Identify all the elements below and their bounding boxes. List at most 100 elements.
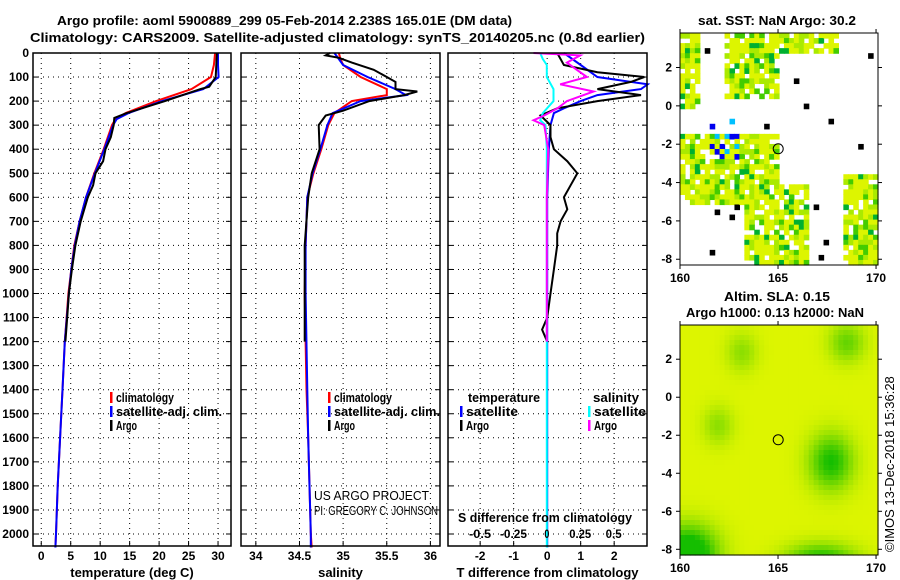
map-cell	[823, 43, 830, 49]
map-cell	[793, 505, 800, 511]
map-cell	[759, 405, 765, 411]
map-cell	[769, 355, 775, 361]
map-cell	[779, 244, 785, 251]
map-cell	[843, 335, 849, 341]
map-cell	[764, 520, 770, 526]
x-tick-label: 34	[249, 549, 263, 563]
y-tick-label: 1600	[2, 431, 29, 445]
map-cell	[818, 38, 825, 44]
map-cell	[788, 219, 795, 226]
map-cell	[828, 370, 835, 376]
map-cell	[774, 525, 780, 531]
map-cell	[853, 400, 859, 406]
map-cell	[719, 370, 726, 376]
map-cell	[873, 515, 879, 521]
title-line-2: Climatology: CARS2009. Satellite-adjuste…	[30, 30, 645, 45]
map-cell	[863, 430, 869, 436]
map-cell	[779, 375, 785, 381]
map-cell	[709, 174, 716, 180]
map-cell	[699, 415, 706, 421]
map-cell	[808, 545, 815, 551]
map-cell	[798, 535, 805, 541]
map-cell	[863, 510, 869, 516]
map-cell	[848, 219, 854, 226]
map-cell	[863, 325, 869, 331]
map-cell	[793, 355, 800, 361]
map-cell	[719, 345, 726, 351]
map-cell	[774, 475, 780, 481]
map-cell	[724, 385, 731, 391]
map-cell	[843, 540, 849, 546]
map-cell	[783, 430, 790, 436]
map-cell	[823, 375, 830, 381]
map-cell	[709, 164, 716, 170]
map-cell	[873, 480, 879, 486]
map-cell	[769, 249, 775, 256]
map-cell	[704, 435, 711, 441]
map-cell	[774, 540, 780, 546]
map-cell	[754, 400, 760, 406]
map-cell	[694, 154, 701, 160]
map-cell	[724, 430, 731, 436]
map-cell	[843, 239, 849, 246]
map-cell	[704, 505, 711, 511]
map-cell	[808, 470, 815, 476]
map-frame	[679, 32, 879, 266]
map-cell	[873, 325, 879, 331]
map-cell	[689, 400, 696, 406]
map-cell	[759, 505, 765, 511]
map-cell	[759, 259, 765, 266]
map-cell	[798, 540, 805, 546]
map-cell	[684, 440, 691, 446]
map-cell	[873, 345, 879, 351]
map-cell	[749, 490, 755, 496]
map-cell	[704, 495, 711, 501]
map-cell	[719, 380, 726, 386]
map-cell	[873, 445, 879, 451]
map-cell	[694, 189, 701, 195]
map-cell	[704, 430, 711, 436]
map-cell	[843, 430, 849, 436]
map-cell	[848, 540, 854, 546]
map-cell	[823, 435, 830, 441]
map-cell	[684, 340, 691, 346]
map-cell	[788, 495, 795, 501]
map-cell	[764, 63, 770, 69]
series-line-satellite-adj-clim-	[54, 53, 220, 548]
map-cell	[858, 194, 864, 201]
map-cell	[680, 545, 686, 551]
map-cell	[833, 415, 839, 421]
map-cell	[744, 460, 750, 466]
argo-location-marker	[772, 143, 784, 155]
map-cell	[823, 480, 830, 486]
map-cell	[744, 138, 750, 145]
map-cell	[793, 520, 800, 526]
map-cell	[680, 500, 686, 506]
map-cell	[828, 350, 835, 356]
map-cell	[774, 68, 780, 74]
map-cell	[719, 470, 726, 476]
map-cell	[853, 395, 859, 401]
map-cell	[739, 360, 745, 366]
map-cell	[759, 410, 765, 416]
map-cell	[793, 550, 800, 556]
map-cell	[863, 390, 869, 396]
map-cell	[793, 380, 800, 386]
map-cell	[833, 380, 839, 386]
map-cell	[754, 465, 760, 471]
map-cell	[754, 58, 760, 64]
map-cell	[783, 470, 790, 476]
map-cell	[759, 450, 765, 456]
map-cell	[759, 545, 765, 551]
map-cell	[744, 214, 750, 221]
map-cell	[689, 184, 696, 190]
map-cell	[759, 214, 765, 221]
map-cell	[689, 149, 696, 155]
map-cell	[699, 500, 706, 506]
map-cell	[709, 450, 716, 456]
map-cell	[739, 133, 745, 140]
map-cell	[774, 325, 780, 331]
map-cell	[704, 345, 711, 351]
map-cell	[689, 520, 696, 526]
plot-frame	[240, 52, 441, 547]
